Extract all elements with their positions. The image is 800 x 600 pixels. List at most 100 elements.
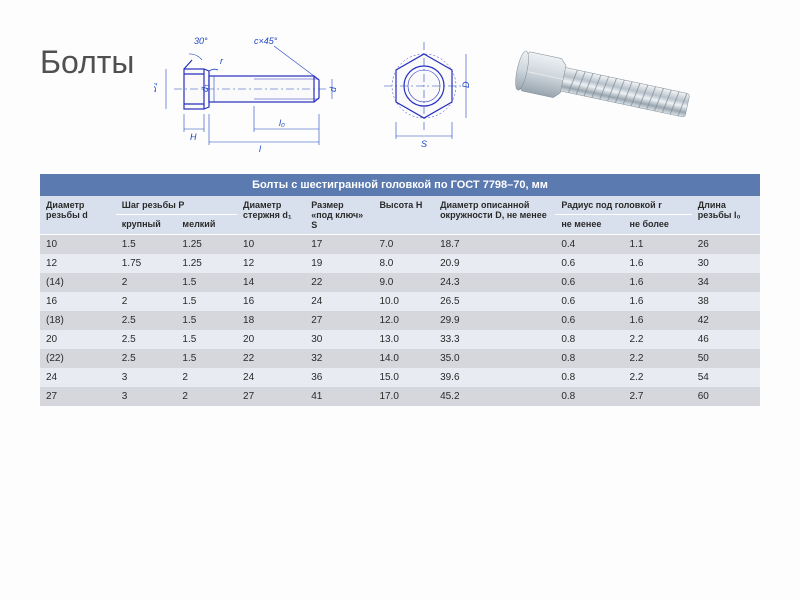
table-cell: 32	[305, 349, 373, 368]
table-cell: 2	[116, 273, 177, 292]
table-row: 1621.5162410.026.50.61.638	[40, 292, 760, 311]
bolt-spec-table: Болты с шестигранной головкой по ГОСТ 77…	[40, 174, 760, 406]
table-cell: 24	[40, 368, 116, 387]
table-cell: 1.25	[176, 235, 237, 255]
table-cell: 54	[692, 368, 760, 387]
table-cell: 18.7	[434, 235, 555, 255]
table-cell: 2.2	[624, 349, 692, 368]
table-cell: 0.8	[555, 330, 623, 349]
bolt-end-drawing: D S	[374, 24, 474, 154]
table-cell: 18	[237, 311, 305, 330]
table-cell: 1.25	[176, 254, 237, 273]
th-D: Диаметр описанной окружности D, не менее	[434, 196, 555, 235]
th-P: Шаг резьбы P	[116, 196, 237, 215]
table-cell: 1.5	[176, 273, 237, 292]
th-r-notmore: не более	[624, 215, 692, 235]
table-cell: 46	[692, 330, 760, 349]
table-cell: 20	[237, 330, 305, 349]
table-cell: 2.5	[116, 349, 177, 368]
table-cell: 29.9	[434, 311, 555, 330]
table-row: 101.51.2510177.018.70.41.126	[40, 235, 760, 255]
table-cell: 24.3	[434, 273, 555, 292]
table-cell: 27	[40, 387, 116, 406]
table-cell: 3	[116, 387, 177, 406]
table-cell: 41	[305, 387, 373, 406]
table-cell: 2.2	[624, 368, 692, 387]
table-cell: 17.0	[373, 387, 434, 406]
table-cell: 1.5	[176, 349, 237, 368]
th-P-large: крупный	[116, 215, 177, 235]
table-cell: 20.9	[434, 254, 555, 273]
label-H: H	[190, 132, 197, 142]
th-S: Размер «под ключ» S	[305, 196, 373, 235]
table-cell: 1.5	[176, 330, 237, 349]
table-cell: 1.75	[116, 254, 177, 273]
table-cell: 0.8	[555, 349, 623, 368]
label-S: S	[421, 139, 427, 149]
table-cell: 17	[305, 235, 373, 255]
label-chamfer: c×45°	[254, 36, 278, 46]
table-cell: 13.0	[373, 330, 434, 349]
table-cell: 1.1	[624, 235, 692, 255]
table-cell: 36	[305, 368, 373, 387]
table-cell: 3	[116, 368, 177, 387]
th-d1: Диаметр стержня d₁	[237, 196, 305, 235]
table-cell: 14.0	[373, 349, 434, 368]
th-r-notless: не менее	[555, 215, 623, 235]
table-cell: 0.4	[555, 235, 623, 255]
table-cell: 2.5	[116, 330, 177, 349]
table-cell: 0.6	[555, 273, 623, 292]
th-l0: Длина резьбы l₀	[692, 196, 760, 235]
bolt-photo	[494, 29, 714, 149]
table-cell: 33.3	[434, 330, 555, 349]
table-cell: 2	[176, 387, 237, 406]
label-d1: d₁	[200, 84, 210, 92]
table-row: (18)2.51.5182712.029.90.61.642	[40, 311, 760, 330]
table-cell: 1.5	[176, 292, 237, 311]
table-cell: 42	[692, 311, 760, 330]
table-cell: (22)	[40, 349, 116, 368]
table-cell: 34	[692, 273, 760, 292]
table-cell: 2	[176, 368, 237, 387]
table-cell: 0.8	[555, 368, 623, 387]
table-cell: 1.6	[624, 254, 692, 273]
diagram-area: 30° r c×45° D₁ d₁ d l₀ H l	[154, 24, 760, 154]
table-cell: 1.6	[624, 273, 692, 292]
table-cell: 2.7	[624, 387, 692, 406]
table-cell: 16	[237, 292, 305, 311]
table-cell: 12	[40, 254, 116, 273]
table-cell: 0.8	[555, 387, 623, 406]
table-cell: 1.6	[624, 292, 692, 311]
label-l: l	[259, 144, 262, 154]
table-cell: 30	[305, 330, 373, 349]
table-cell: 24	[237, 368, 305, 387]
table-row: 121.751.2512198.020.90.61.630	[40, 254, 760, 273]
table-cell: 10.0	[373, 292, 434, 311]
table-cell: 19	[305, 254, 373, 273]
th-P-small: мелкий	[176, 215, 237, 235]
table-cell: 16	[40, 292, 116, 311]
table-cell: 27	[237, 387, 305, 406]
table-cell: 2.5	[116, 311, 177, 330]
table-cell: 39.6	[434, 368, 555, 387]
table-cell: (18)	[40, 311, 116, 330]
table-cell: 0.6	[555, 254, 623, 273]
table-cell: 8.0	[373, 254, 434, 273]
table-cell: 7.0	[373, 235, 434, 255]
table-cell: 26	[692, 235, 760, 255]
label-D: D	[461, 81, 471, 88]
table-cell: 9.0	[373, 273, 434, 292]
table-row: (22)2.51.5223214.035.00.82.250	[40, 349, 760, 368]
table-cell: 38	[692, 292, 760, 311]
table-cell: 10	[40, 235, 116, 255]
table-cell: 1.5	[176, 311, 237, 330]
bolt-side-drawing: 30° r c×45° D₁ d₁ d l₀ H l	[154, 24, 354, 154]
label-D1: D₁	[154, 83, 158, 92]
table-cell: 10	[237, 235, 305, 255]
table-row: (14)21.514229.024.30.61.634	[40, 273, 760, 292]
table-row: 202.51.5203013.033.30.82.246	[40, 330, 760, 349]
table-cell: 0.6	[555, 311, 623, 330]
table-cell: (14)	[40, 273, 116, 292]
table-cell: 35.0	[434, 349, 555, 368]
label-d: d	[328, 86, 338, 92]
